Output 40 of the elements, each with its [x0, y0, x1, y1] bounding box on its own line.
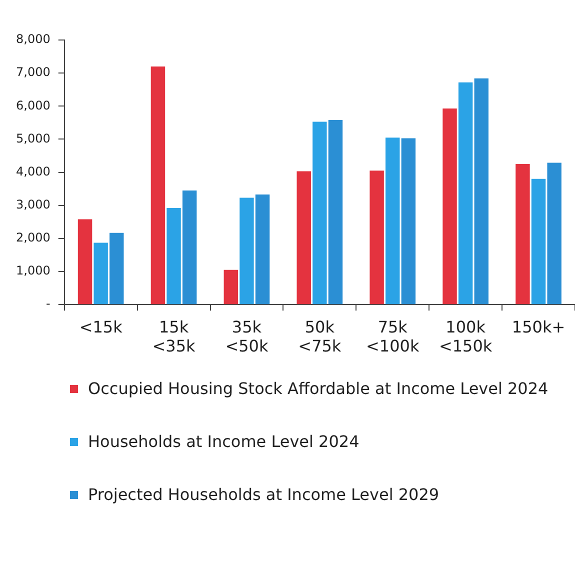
x-tick-label: <15k — [79, 317, 124, 336]
bar — [78, 219, 92, 304]
x-tick-label: 35k <50k — [225, 317, 269, 356]
bar — [182, 190, 197, 304]
bar — [240, 198, 254, 304]
bar — [328, 120, 343, 304]
bar — [370, 170, 384, 304]
bar — [474, 78, 488, 304]
x-tick-label: 75k <100k — [366, 317, 420, 356]
y-tick-label: 1,000 — [16, 264, 50, 278]
bar — [401, 138, 416, 304]
bar — [296, 171, 311, 304]
bar — [224, 270, 238, 304]
bar — [255, 194, 270, 304]
y-tick-label: 3,000 — [16, 198, 50, 212]
y-tick-label: 6,000 — [16, 98, 50, 112]
legend-label: Occupied Housing Stock Affordable at Income Level 2024 — [88, 379, 548, 398]
x-tick-label: 150k+ — [512, 317, 566, 336]
bar — [166, 208, 181, 304]
y-tick-label: 5,000 — [16, 131, 50, 146]
bar — [442, 108, 457, 304]
y-tick-label: 4,000 — [16, 164, 50, 178]
bar — [150, 66, 166, 304]
x-tick-label: 100k <150k — [438, 317, 493, 356]
bar — [312, 122, 327, 304]
x-tick-label: 15k <35k — [152, 317, 196, 356]
x-tick-label: 50k <75k — [298, 317, 342, 356]
bar — [458, 82, 473, 304]
bar — [386, 138, 400, 304]
y-tick-label: 7,000 — [16, 65, 50, 80]
legend-label: Projected Households at Income Level 2029 — [88, 485, 440, 504]
y-tick-label: - — [46, 296, 50, 311]
y-tick-label: 8,000 — [16, 32, 50, 46]
y-tick-label: 2,000 — [16, 230, 50, 245]
bar — [531, 178, 546, 304]
bar — [547, 162, 562, 304]
bar — [110, 232, 124, 304]
bar — [516, 164, 530, 304]
legend-label: Households at Income Level 2024 — [88, 432, 360, 451]
bar — [94, 242, 108, 304]
